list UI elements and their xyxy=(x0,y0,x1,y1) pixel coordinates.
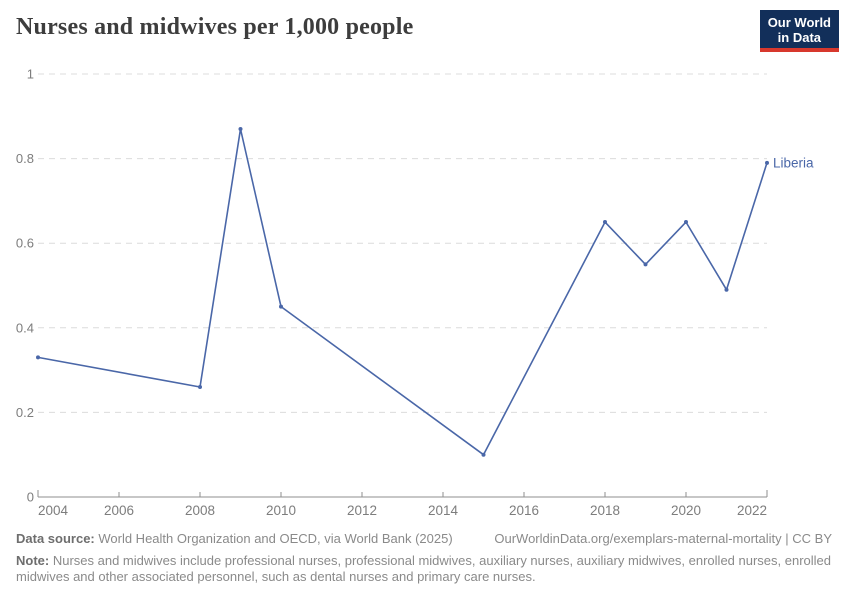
series-end-label[interactable]: Liberia xyxy=(773,155,814,170)
x-axis-tick-label: 2008 xyxy=(185,503,215,518)
data-point[interactable] xyxy=(238,126,243,131)
y-axis-tick-label: 1 xyxy=(27,67,34,82)
data-point[interactable] xyxy=(765,160,769,165)
data-source-text: World Health Organization and OECD, via … xyxy=(94,531,453,546)
data-point[interactable] xyxy=(36,355,40,360)
x-axis-tick-label: 2010 xyxy=(266,503,296,518)
owid-logo[interactable]: Our World in Data xyxy=(759,10,839,52)
data-point[interactable] xyxy=(279,304,283,309)
chart-footer: Data source: World Health Organization a… xyxy=(16,531,832,585)
owid-logo-line2: in Data xyxy=(777,30,822,45)
y-axis-tick-label: 0.6 xyxy=(16,236,34,251)
y-axis-tick-label: 0.2 xyxy=(16,405,34,420)
owid-citation-link[interactable]: OurWorldinData.org/exemplars-maternal-mo… xyxy=(494,531,832,546)
y-axis-tick-label: 0 xyxy=(27,490,34,505)
x-axis-tick-label: 2018 xyxy=(590,503,620,518)
x-axis-tick-label: 2014 xyxy=(428,503,459,518)
data-point[interactable] xyxy=(643,262,648,267)
note-label: Note: xyxy=(16,553,50,568)
x-axis-tick-label: 2006 xyxy=(104,503,134,518)
data-point[interactable] xyxy=(198,385,202,390)
x-axis-tick-label: 2004 xyxy=(38,503,69,518)
data-point[interactable] xyxy=(724,287,729,292)
chart-note: Note: Nurses and midwives include profes… xyxy=(16,553,832,585)
x-axis-tick-label: 2020 xyxy=(671,503,701,518)
owid-logo-line1: Our World xyxy=(767,15,831,30)
data-source-label: Data source: xyxy=(16,531,95,546)
x-axis-tick-label: 2016 xyxy=(509,503,539,518)
data-point[interactable] xyxy=(481,452,486,457)
y-axis-tick-label: 0.4 xyxy=(16,320,34,335)
y-axis-tick-label: 0.8 xyxy=(16,151,34,166)
x-axis-tick-label: 2012 xyxy=(347,503,377,518)
chart-title: Nurses and midwives per 1,000 people xyxy=(16,14,414,40)
data-source: Data source: World Health Organization a… xyxy=(16,531,453,546)
data-point[interactable] xyxy=(684,220,688,225)
x-axis-tick-label: 2022 xyxy=(737,503,767,518)
data-line xyxy=(37,128,768,456)
data-point[interactable] xyxy=(603,220,607,225)
note-text: Nurses and midwives include professional… xyxy=(16,553,832,584)
source-row: Data source: World Health Organization a… xyxy=(16,531,832,546)
